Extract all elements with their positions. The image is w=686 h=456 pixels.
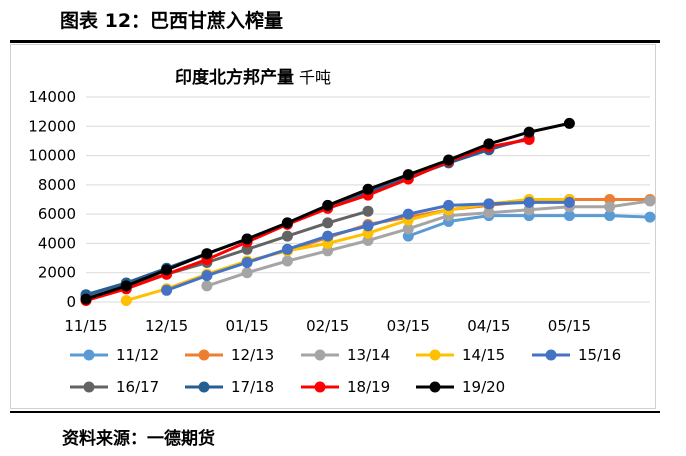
data-point xyxy=(604,210,616,222)
data-point xyxy=(402,169,414,181)
legend-item: 14/15 xyxy=(416,346,505,364)
top-rule xyxy=(10,40,660,43)
data-point xyxy=(201,280,213,292)
legend-label: 14/15 xyxy=(462,346,505,364)
data-point xyxy=(241,257,253,268)
data-point xyxy=(241,267,253,279)
chart-container: 印度北方邦产量 千吨 0 2000 4000 6000 8000 10000 12000 14… xyxy=(10,44,656,409)
data-point xyxy=(402,208,414,220)
data-point xyxy=(161,264,173,276)
y-tick-label: 0 xyxy=(66,293,76,311)
data-point xyxy=(161,284,173,296)
chart-frame xyxy=(10,44,656,409)
x-tick-label: 05/15 xyxy=(548,317,591,335)
legend-swatch-marker xyxy=(429,349,441,361)
legend: 11/12 12/13 13/14 14/15 15/16 16/17 17/18 18/19… xyxy=(70,346,621,396)
legend-item: 12/13 xyxy=(185,346,274,364)
bottom-rule xyxy=(10,411,660,413)
data-point xyxy=(483,207,495,219)
x-tick-label: 04/15 xyxy=(467,317,510,335)
y-tick-label: 12000 xyxy=(28,117,76,135)
data-point xyxy=(322,199,334,211)
legend-swatch-marker xyxy=(429,381,441,393)
data-point xyxy=(523,126,535,138)
legend-item: 15/16 xyxy=(532,346,621,364)
x-tick-label: 12/15 xyxy=(145,317,188,335)
data-point xyxy=(201,248,213,260)
data-point xyxy=(644,211,656,223)
x-tick-label: 02/15 xyxy=(306,317,349,335)
data-point xyxy=(362,205,374,217)
data-point xyxy=(201,270,213,282)
x-axis-ticks: 11/15 12/15 01/15 02/15 03/15 04/15 05/15 xyxy=(64,317,591,335)
series-line xyxy=(85,138,530,302)
data-point xyxy=(362,183,374,195)
x-tick-label: 03/15 xyxy=(387,317,430,335)
legend-swatch-marker xyxy=(198,349,210,361)
x-tick-label: 11/15 xyxy=(64,317,107,335)
data-point xyxy=(281,243,293,255)
data-point xyxy=(281,217,293,229)
legend-swatch-marker xyxy=(83,349,95,361)
legend-item: 19/20 xyxy=(416,378,505,396)
data-point xyxy=(483,138,495,150)
series-15-16 xyxy=(161,196,575,296)
legend-swatch-marker xyxy=(198,381,210,393)
figure-title: 图表 12：巴西甘蔗入榨量 xyxy=(60,10,284,32)
legend-label: 12/13 xyxy=(231,346,274,364)
x-tick-label: 01/15 xyxy=(226,317,269,335)
data-point xyxy=(120,295,132,306)
y-tick-label: 2000 xyxy=(38,264,76,282)
legend-label: 19/20 xyxy=(462,378,505,396)
data-point xyxy=(563,210,575,222)
y-tick-label: 6000 xyxy=(38,205,76,223)
data-point xyxy=(80,293,92,305)
legend-label: 17/18 xyxy=(231,378,274,396)
data-point xyxy=(241,233,253,245)
data-point xyxy=(362,220,374,232)
data-point xyxy=(483,198,495,210)
data-point xyxy=(402,223,414,235)
y-tick-label: 4000 xyxy=(38,234,76,252)
data-point xyxy=(443,199,455,211)
y-tick-label: 10000 xyxy=(28,147,76,165)
legend-label: 11/12 xyxy=(116,346,159,364)
data-point xyxy=(644,195,656,207)
chart-title: 印度北方邦产量 xyxy=(175,67,294,88)
legend-label: 13/14 xyxy=(347,346,390,364)
data-point xyxy=(281,230,293,242)
legend-swatch-marker xyxy=(545,349,557,361)
chart-svg: 印度北方邦产量 千吨 0 2000 4000 6000 8000 10000 12000 14… xyxy=(10,44,656,409)
y-tick-label: 8000 xyxy=(38,176,76,194)
data-point xyxy=(322,230,334,242)
legend-item: 18/19 xyxy=(301,378,390,396)
data-point xyxy=(443,154,455,166)
data-point xyxy=(563,117,575,129)
data-point xyxy=(322,217,334,229)
legend-item: 13/14 xyxy=(301,346,390,364)
legend-label: 18/19 xyxy=(347,378,390,396)
data-point xyxy=(281,255,293,267)
legend-label: 16/17 xyxy=(116,378,159,396)
data-point xyxy=(604,201,616,213)
chart-subtitle: 千吨 xyxy=(299,68,331,87)
series-line xyxy=(206,199,651,288)
data-point xyxy=(523,196,535,208)
data-point xyxy=(120,280,132,292)
source-note: 资料来源：一德期货 xyxy=(62,429,215,449)
legend-item: 17/18 xyxy=(185,378,274,396)
legend-swatch-marker xyxy=(314,381,326,393)
legend-swatch-marker xyxy=(314,349,326,361)
legend-item: 16/17 xyxy=(70,378,159,396)
legend-item: 11/12 xyxy=(70,346,159,364)
series-lines xyxy=(80,117,656,306)
legend-swatch-marker xyxy=(83,381,95,393)
legend-label: 15/16 xyxy=(578,346,621,364)
y-axis-ticks: 0 2000 4000 6000 8000 10000 12000 14000 xyxy=(28,88,76,311)
y-tick-label: 14000 xyxy=(28,88,76,106)
data-point xyxy=(563,196,575,208)
series-19-20 xyxy=(80,117,575,305)
